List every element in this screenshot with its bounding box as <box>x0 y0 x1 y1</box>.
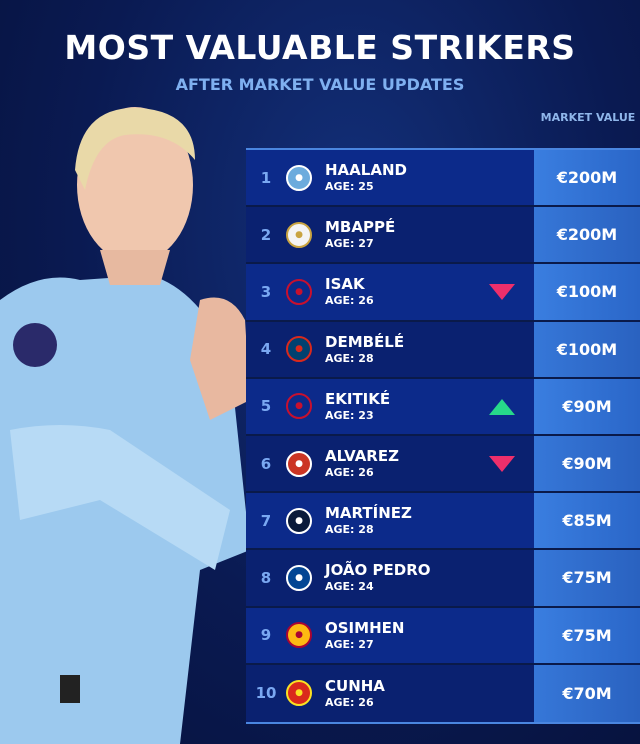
player-age: AGE: 24 <box>325 580 374 594</box>
market-value: €200M <box>534 207 640 263</box>
table-row: 3 ● ISAK AGE: 26 €100M <box>246 264 640 322</box>
table-row: 10 ● CUNHA AGE: 26 €70M <box>246 664 640 722</box>
player-name: OSIMHEN <box>325 618 405 637</box>
player-age: AGE: 26 <box>325 294 374 308</box>
market-value: €85M <box>534 493 640 549</box>
player-name: HAALAND <box>325 161 407 180</box>
man-city-crest-icon: ● <box>286 164 312 191</box>
rank: 10 <box>255 684 277 703</box>
player-age: AGE: 26 <box>325 466 374 480</box>
liverpool-crest-icon: ● <box>286 278 312 305</box>
rank: 7 <box>260 511 272 530</box>
psg-crest-icon: ● <box>286 336 312 363</box>
player-age: AGE: 28 <box>325 523 374 537</box>
market-value: €200M <box>534 150 640 206</box>
trend-down-icon <box>489 455 515 472</box>
player-cell: 4 ● DEMBÉLÉ AGE: 28 <box>246 321 534 377</box>
atletico-madrid-crest-icon: ● <box>286 450 312 477</box>
rank: 5 <box>260 397 272 416</box>
market-value: €75M <box>534 607 640 663</box>
table-row: 5 ● EKITIKÉ AGE: 23 €90M <box>246 378 640 436</box>
table-row: 8 ● JOÃO PEDRO AGE: 24 €75M <box>246 550 640 608</box>
market-value: €100M <box>534 321 640 377</box>
player-age: AGE: 27 <box>325 237 374 251</box>
table-row: 2 ● MBAPPÉ AGE: 27 €200M <box>246 207 640 265</box>
rank: 3 <box>260 282 272 301</box>
page-title: MOST VALUABLE STRIKERS <box>64 28 576 67</box>
chelsea-crest-icon: ● <box>286 564 312 591</box>
player-name: DEMBÉLÉ <box>325 332 405 351</box>
player-name: ISAK <box>325 275 365 294</box>
player-age: AGE: 26 <box>325 695 374 709</box>
rank: 9 <box>260 626 272 645</box>
player-cell: 10 ● CUNHA AGE: 26 <box>246 664 534 722</box>
table-row: 6 ● ALVAREZ AGE: 26 €90M <box>246 435 640 494</box>
market-value: €90M <box>534 435 640 492</box>
player-name: MBAPPÉ <box>325 218 396 237</box>
player-age: AGE: 27 <box>325 637 374 651</box>
trend-down-icon <box>489 284 515 301</box>
player-photo <box>0 107 250 744</box>
table-row: 4 ● DEMBÉLÉ AGE: 28 €100M <box>246 321 640 379</box>
player-cell: 7 ● MARTÍNEZ AGE: 28 <box>246 493 534 549</box>
trend-up-icon <box>489 398 515 415</box>
player-cell: 1 ● HAALAND AGE: 25 <box>246 150 534 206</box>
player-name: JOÃO PEDRO <box>325 561 431 580</box>
player-cell: 9 ● OSIMHEN AGE: 27 <box>246 607 534 663</box>
rank: 1 <box>260 168 272 187</box>
player-cell: 8 ● JOÃO PEDRO AGE: 24 <box>246 550 534 606</box>
page-subtitle: AFTER MARKET VALUE UPDATES <box>175 75 465 94</box>
man-united-crest-icon: ● <box>286 680 312 707</box>
table-row: 9 ● OSIMHEN AGE: 27 €75M <box>246 607 640 665</box>
player-name: EKITIKÉ <box>325 389 391 408</box>
real-madrid-crest-icon: ● <box>286 221 312 248</box>
player-name: CUNHA <box>325 676 385 695</box>
rank: 4 <box>260 340 272 359</box>
player-name: ALVAREZ <box>325 447 399 466</box>
galatasaray-crest-icon: ● <box>286 622 312 649</box>
player-name: MARTÍNEZ <box>325 504 412 523</box>
market-value: €90M <box>534 378 640 434</box>
market-value: €75M <box>534 550 640 606</box>
player-cell: 2 ● MBAPPÉ AGE: 27 <box>246 207 534 263</box>
market-value: €70M <box>534 664 640 722</box>
player-age: AGE: 28 <box>325 351 374 365</box>
player-age: AGE: 25 <box>325 180 374 194</box>
rank: 8 <box>260 568 272 587</box>
liverpool-crest-icon: ● <box>286 393 312 420</box>
player-age: AGE: 23 <box>325 408 374 422</box>
player-cell: 5 ● EKITIKÉ AGE: 23 <box>246 378 534 434</box>
rank: 2 <box>260 225 272 244</box>
player-cell: 3 ● ISAK AGE: 26 <box>246 264 534 320</box>
inter-crest-icon: ● <box>286 507 312 534</box>
table-row: 1 ● HAALAND AGE: 25 €200M <box>246 150 640 208</box>
market-value: €100M <box>534 264 640 320</box>
rank: 6 <box>260 454 272 473</box>
strikers-table: 1 ● HAALAND AGE: 25 €200M 2 ● MBAPPÉ AGE… <box>246 148 640 724</box>
table-row: 7 ● MARTÍNEZ AGE: 28 €85M <box>246 493 640 551</box>
market-value-header: MARKET VALUE <box>540 111 636 124</box>
player-cell: 6 ● ALVAREZ AGE: 26 <box>246 435 534 492</box>
